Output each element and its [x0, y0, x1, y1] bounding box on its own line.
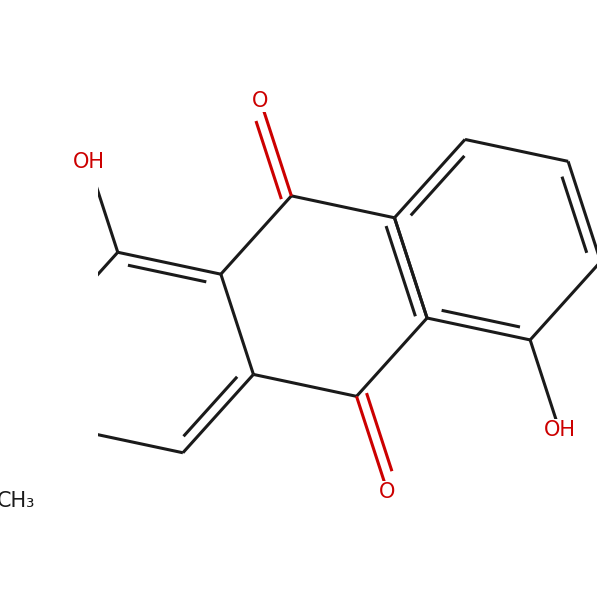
Text: O: O — [379, 482, 395, 502]
Text: OH: OH — [544, 420, 575, 440]
Text: OH: OH — [73, 152, 104, 172]
Text: CH₃: CH₃ — [0, 491, 35, 511]
Text: O: O — [252, 91, 269, 110]
